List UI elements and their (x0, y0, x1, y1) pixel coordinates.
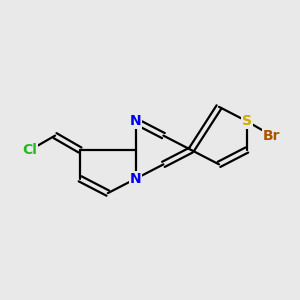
Text: Cl: Cl (23, 143, 38, 157)
Text: S: S (242, 114, 252, 128)
Text: Br: Br (263, 129, 281, 142)
Text: N: N (130, 172, 141, 186)
Text: N: N (130, 114, 141, 128)
